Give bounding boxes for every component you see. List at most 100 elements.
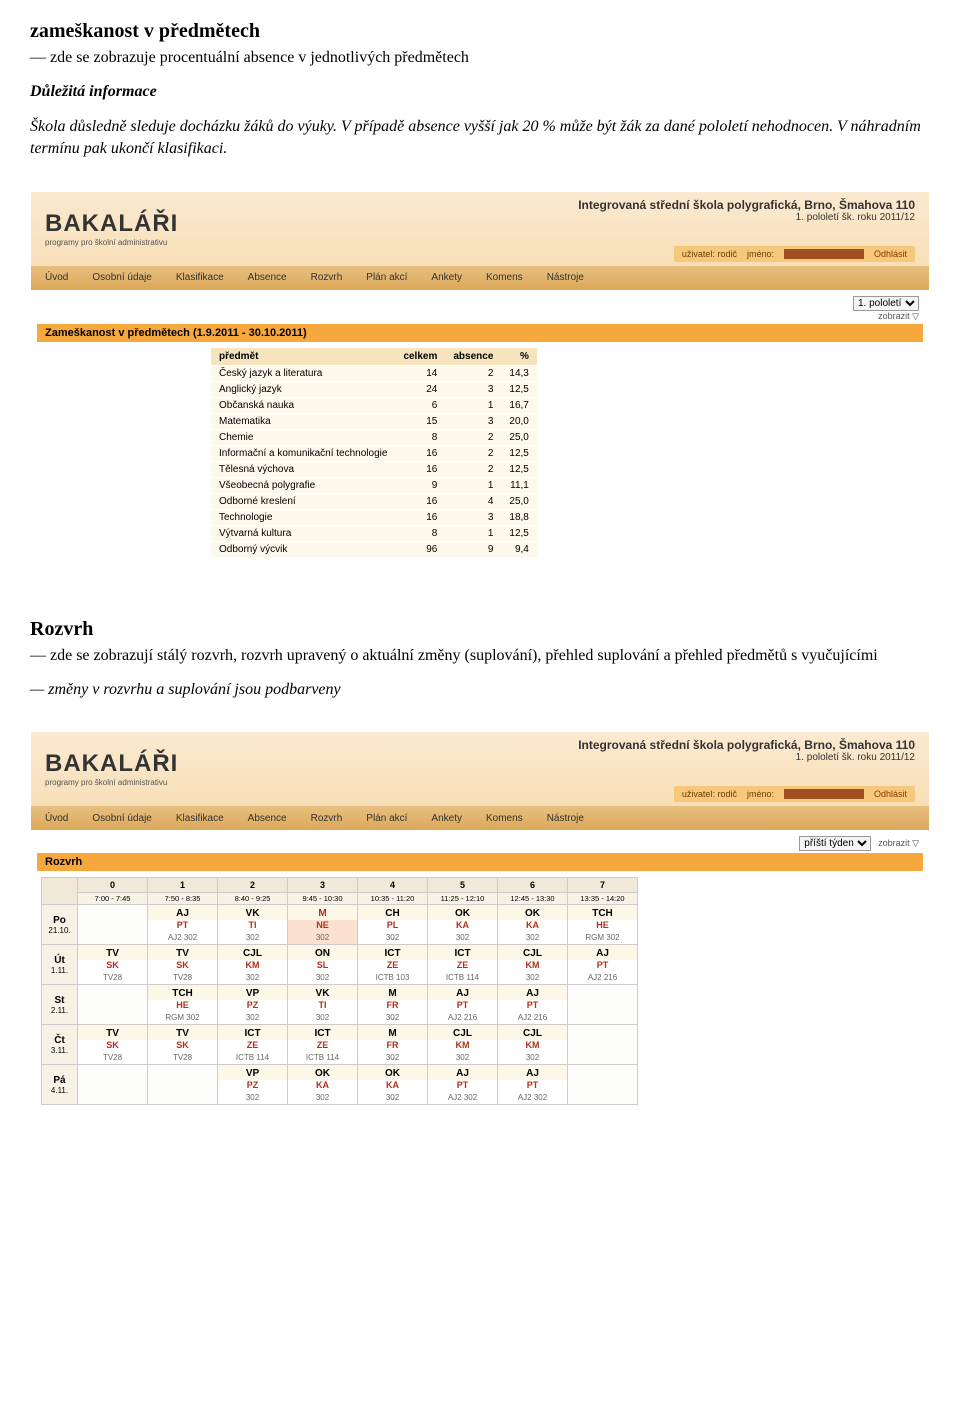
value-cell: 8 xyxy=(395,429,445,445)
lesson-cell: AJPTAJ2 302 xyxy=(498,1065,568,1105)
lesson-cell: TVSKTV28 xyxy=(148,1025,218,1065)
logout-link[interactable]: Odhlásit xyxy=(874,789,907,799)
room-code: TV28 xyxy=(148,972,217,984)
nav-item[interactable]: Komens xyxy=(486,813,523,824)
value-cell: 2 xyxy=(445,445,501,461)
lesson-cell: AJPTAJ2 216 xyxy=(568,945,638,985)
subject-cell: Výtvarná kultura xyxy=(211,525,395,541)
nav-item[interactable]: Klasifikace xyxy=(176,272,224,283)
value-cell: 15 xyxy=(395,413,445,429)
subject-code: M xyxy=(358,1025,427,1040)
teacher-code: PT xyxy=(498,1000,567,1012)
subject-code: ICT xyxy=(218,1025,287,1040)
nav-item[interactable]: Osobní údaje xyxy=(92,813,152,824)
day-label: St2.11. xyxy=(42,985,78,1025)
show-toggle[interactable]: zobrazit ▽ xyxy=(878,838,919,848)
lesson-cell: OKKA302 xyxy=(428,905,498,945)
school-name: Integrovaná střední škola polygrafická, … xyxy=(578,198,915,212)
value-cell: 4 xyxy=(445,493,501,509)
value-cell: 6 xyxy=(395,397,445,413)
period-select[interactable]: 1. pololetí xyxy=(853,296,919,311)
teacher-code: KA xyxy=(498,920,567,932)
user-bar: uživatel: rodič jméno: Odhlásit xyxy=(674,246,915,262)
subject-cell: Odborné kreslení xyxy=(211,493,395,509)
period-time: 10:35 - 11:20 xyxy=(358,893,428,905)
room-code: 302 xyxy=(358,1092,427,1104)
teacher-code: KM xyxy=(498,1040,567,1052)
value-cell: 9 xyxy=(395,477,445,493)
teacher-code: SK xyxy=(78,1040,147,1052)
nav-item[interactable]: Osobní údaje xyxy=(92,272,152,283)
room-code: 302 xyxy=(428,1052,497,1064)
room-code: 302 xyxy=(498,932,567,944)
day-row: St2.11. TCHHERGM 302VPPZ302VKTI302MFR302… xyxy=(42,985,638,1025)
table-row: Odborné kreslení16425,0 xyxy=(211,493,537,509)
col-header: absence xyxy=(445,348,501,366)
show-toggle[interactable]: zobrazit ▽ xyxy=(878,311,919,321)
nav-item[interactable]: Ankety xyxy=(431,813,462,824)
subject-code: AJ xyxy=(148,905,217,920)
teacher-code: KM xyxy=(218,960,287,972)
day-row: Po21.10. AJPTAJ2 302VKTI302MNE302CHPL302… xyxy=(42,905,638,945)
value-cell: 2 xyxy=(445,365,501,381)
period-time: 9:45 - 10:30 xyxy=(288,893,358,905)
room-code: TV28 xyxy=(148,1052,217,1064)
logout-link[interactable]: Odhlásit xyxy=(874,249,907,259)
teacher-code: SK xyxy=(148,960,217,972)
subject-code: ICT xyxy=(428,945,497,960)
term-label: 1. pololetí šk. roku 2011/12 xyxy=(796,212,915,223)
value-cell: 20,0 xyxy=(501,413,536,429)
nav-item[interactable]: Absence xyxy=(248,813,287,824)
lesson-cell: CJLKM302 xyxy=(218,945,288,985)
subject-code: M xyxy=(358,985,427,1000)
subject-cell: Matematika xyxy=(211,413,395,429)
lesson-cell: MFR302 xyxy=(358,1025,428,1065)
subject-code: CJL xyxy=(218,945,287,960)
lesson-cell: CJLKM302 xyxy=(498,1025,568,1065)
subject-code: VK xyxy=(218,905,287,920)
nav-item[interactable]: Ankety xyxy=(431,272,462,283)
lesson-cell: OKKA302 xyxy=(358,1065,428,1105)
period-time: 7:50 - 8:35 xyxy=(148,893,218,905)
nav-item[interactable]: Úvod xyxy=(45,813,68,824)
col-header: % xyxy=(501,348,536,366)
room-code: 302 xyxy=(288,972,357,984)
period-number: 1 xyxy=(148,878,218,893)
subject-code: ICT xyxy=(288,1025,357,1040)
table-row: Anglický jazyk24312,5 xyxy=(211,381,537,397)
week-select[interactable]: příští týden xyxy=(799,836,871,851)
logo-subtitle: programy pro školní administrativu xyxy=(45,238,178,247)
nav-item[interactable]: Rozvrh xyxy=(311,813,343,824)
subject-code: ICT xyxy=(358,945,427,960)
value-cell: 1 xyxy=(445,477,501,493)
nav-item[interactable]: Plán akcí xyxy=(366,813,407,824)
teacher-code: FR xyxy=(358,1040,427,1052)
period-number: 5 xyxy=(428,878,498,893)
important-text: Škola důsledně sleduje docházku žáků do … xyxy=(30,116,930,161)
room-code: AJ2 216 xyxy=(498,1012,567,1024)
lesson-cell: ICTZEICTB 114 xyxy=(218,1025,288,1065)
nav-item[interactable]: Plán akcí xyxy=(366,272,407,283)
nav-item[interactable]: Úvod xyxy=(45,272,68,283)
subject-cell: Český jazyk a literatura xyxy=(211,365,395,381)
nav-item[interactable]: Komens xyxy=(486,272,523,283)
lesson-cell xyxy=(148,1065,218,1105)
value-cell: 3 xyxy=(445,413,501,429)
teacher-code: TI xyxy=(218,920,287,932)
nav-item[interactable]: Klasifikace xyxy=(176,813,224,824)
nav-item[interactable]: Rozvrh xyxy=(311,272,343,283)
value-cell: 16 xyxy=(395,445,445,461)
nav-item[interactable]: Nástroje xyxy=(547,813,584,824)
teacher-code: PT xyxy=(428,1080,497,1092)
value-cell: 25,0 xyxy=(501,429,536,445)
teacher-code: KM xyxy=(498,960,567,972)
room-code: AJ2 302 xyxy=(148,932,217,944)
lesson-cell: TVSKTV28 xyxy=(78,1025,148,1065)
table-row: Chemie8225,0 xyxy=(211,429,537,445)
nav-item[interactable]: Absence xyxy=(248,272,287,283)
teacher-code: PT xyxy=(428,1000,497,1012)
nav-item[interactable]: Nástroje xyxy=(547,272,584,283)
logo: BAKALÁŘI programy pro školní administrat… xyxy=(45,750,178,787)
lesson-cell: MFR302 xyxy=(358,985,428,1025)
app-header: BAKALÁŘI programy pro školní administrat… xyxy=(31,192,929,266)
